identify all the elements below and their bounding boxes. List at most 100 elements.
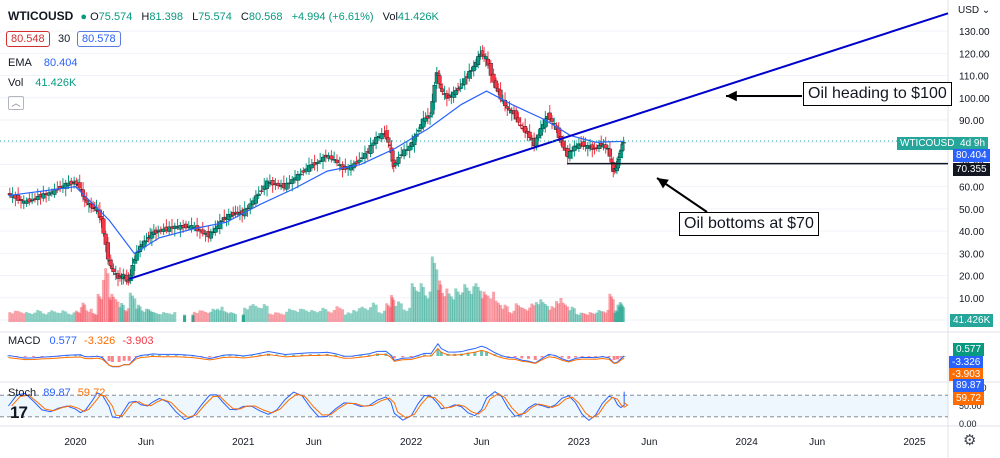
gear-icon[interactable]: ⚙ xyxy=(963,432,977,449)
volume-bar xyxy=(16,311,20,322)
volume-bar xyxy=(110,293,114,322)
volume-bar xyxy=(352,310,356,322)
volume-bar xyxy=(482,291,486,322)
volume-bar xyxy=(307,311,311,322)
volume-bar xyxy=(338,307,342,322)
volume-bar xyxy=(377,312,381,322)
volume-bar xyxy=(528,307,532,322)
volume-bar xyxy=(78,312,82,322)
macd-legend[interactable]: MACD 0.577 -3.326 -3.903 xyxy=(8,335,154,347)
volume-bar xyxy=(310,309,314,322)
candle-body xyxy=(453,90,458,95)
volume-bar xyxy=(167,313,171,322)
time-tick-label: Jun xyxy=(473,437,489,448)
macd-hist-bar xyxy=(146,355,150,357)
volume-bar xyxy=(220,306,224,322)
volume-bar xyxy=(405,310,409,322)
candle-body xyxy=(393,162,398,166)
macd-hist-bar xyxy=(283,355,287,356)
candle-body xyxy=(371,142,376,146)
volume-bar xyxy=(417,291,421,322)
volume-bar xyxy=(508,312,512,322)
tradingview-logo[interactable]: 17 xyxy=(10,403,28,422)
volume-bar xyxy=(454,288,458,322)
volume-bar xyxy=(452,299,456,322)
candle-body xyxy=(491,73,496,83)
volume-bar xyxy=(435,269,439,322)
candle-body xyxy=(256,193,261,196)
volume-bar xyxy=(301,309,305,322)
annotation-oil-70: Oil bottoms at $70 xyxy=(679,212,819,236)
volume-bar xyxy=(109,299,113,322)
change-value: +4.994 (+6.61%) xyxy=(291,11,374,23)
macd-hist-bar xyxy=(574,356,578,358)
volume-bar xyxy=(394,305,398,322)
volume-bar xyxy=(268,313,272,322)
low-value: 75.574 xyxy=(198,11,232,23)
volume-bar xyxy=(597,309,601,322)
volume-bar xyxy=(472,286,476,322)
volume-bar xyxy=(133,298,137,322)
macd-hist-bar xyxy=(300,354,304,356)
stoch-legend[interactable]: Stoch 89.87 59.72 xyxy=(8,387,105,399)
volume-bar xyxy=(76,311,80,322)
volume-bar xyxy=(622,307,626,322)
candle-body xyxy=(518,124,523,127)
candle-body xyxy=(84,199,89,203)
macd-hist-bar xyxy=(127,356,131,361)
candle-body xyxy=(30,199,35,202)
volume-bar xyxy=(360,306,364,322)
high-value: 81.398 xyxy=(149,11,183,23)
volume-bar xyxy=(191,316,195,322)
volume-bar xyxy=(173,312,177,322)
macd-hist-bar xyxy=(235,355,239,357)
candle-body xyxy=(620,144,625,151)
volume-bar xyxy=(241,314,245,322)
macd-hist-bar xyxy=(250,355,254,357)
candle-body xyxy=(41,193,46,199)
macd-hist-bar xyxy=(553,355,557,357)
candle-body xyxy=(7,193,12,196)
volume-legend[interactable]: Vol 41.426K xyxy=(8,77,76,89)
collapse-legend-icon[interactable]: ︿ xyxy=(8,96,24,110)
market-status-icon: ● xyxy=(80,11,88,23)
macd-hist-value: -3.903 xyxy=(122,335,154,347)
price-tick-label: 100.00 xyxy=(959,94,990,105)
volume-bar xyxy=(601,311,605,322)
candle-body xyxy=(315,162,320,164)
volume-bar xyxy=(218,310,222,322)
price-tick-label: 40.00 xyxy=(959,227,984,238)
symbol-label[interactable]: WTICOUSD xyxy=(8,9,74,23)
volume-bar xyxy=(85,310,89,322)
volume-bar xyxy=(8,312,12,322)
candle-body xyxy=(374,136,379,144)
sell-button[interactable]: 80.548 xyxy=(6,31,50,47)
volume-bar xyxy=(128,292,132,322)
volume-bar xyxy=(467,290,471,322)
volume-bar xyxy=(499,304,503,322)
volume-bar xyxy=(201,310,205,322)
volume-bar xyxy=(53,311,57,322)
volume-bar xyxy=(257,307,261,322)
currency-selector[interactable]: USD ⌄ xyxy=(958,5,991,16)
macd-hist-bar xyxy=(79,355,83,357)
volume-bar xyxy=(346,312,350,322)
candle-body xyxy=(396,156,401,164)
candle-body xyxy=(18,199,23,201)
candle-body xyxy=(603,144,608,149)
buy-button[interactable]: 80.578 xyxy=(77,31,121,47)
volume-bar xyxy=(512,310,516,322)
candle-body xyxy=(386,137,391,143)
volume-bar xyxy=(138,306,142,322)
price-tick-label: 130.00 xyxy=(959,27,990,38)
ema-line xyxy=(8,90,625,255)
ema-legend[interactable]: EMA 80.404 xyxy=(8,57,78,69)
volume-bar xyxy=(30,313,34,322)
volume-bar xyxy=(13,310,17,322)
volume-bar xyxy=(243,307,247,322)
volume-bar xyxy=(22,313,26,322)
macd-hist-bar xyxy=(587,356,591,357)
macd-hist-bar xyxy=(615,356,619,360)
macd-hist-bar xyxy=(174,355,178,356)
